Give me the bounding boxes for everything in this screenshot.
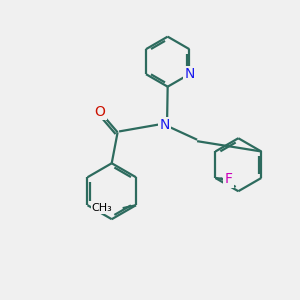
Text: CH₃: CH₃ bbox=[92, 203, 112, 213]
Text: O: O bbox=[94, 105, 105, 119]
Text: F: F bbox=[225, 172, 232, 186]
Text: N: N bbox=[184, 67, 194, 81]
Text: N: N bbox=[160, 118, 170, 132]
